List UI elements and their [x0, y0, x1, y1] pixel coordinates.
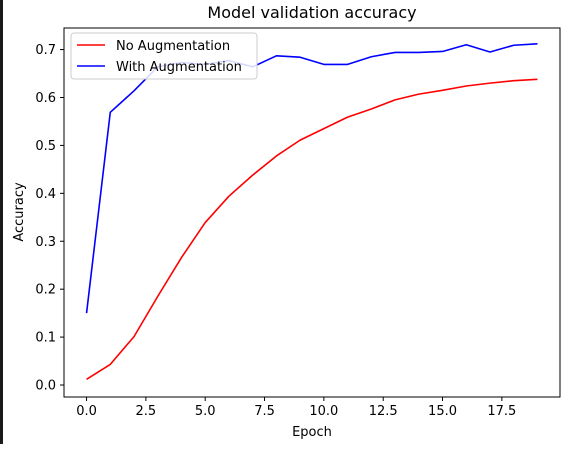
legend-box	[70, 32, 258, 80]
x-axis-label: Epoch	[292, 425, 332, 440]
y-tick-label: 0.2	[35, 283, 56, 298]
x-tick-label: 0.0	[76, 404, 97, 419]
y-tick-label: 0.4	[35, 187, 56, 202]
x-tick-label: 15.0	[428, 404, 457, 419]
series-line-1	[85, 43, 538, 314]
y-axis: 0.0 0.1 0.2 0.3 0.4 0.5 0.6 0.7	[35, 43, 64, 394]
x-tick-label: 12.5	[369, 404, 398, 419]
x-axis: 0.0 2.5 5.0 7.5 10.0 12.5 15.0 17.5	[76, 397, 516, 419]
y-tick-label: 0.6	[35, 91, 56, 106]
y-tick-label: 0.7	[35, 43, 56, 58]
y-tick-label: 0.3	[35, 235, 56, 250]
y-tick-label: 0.1	[35, 331, 56, 346]
window-edge	[0, 0, 3, 444]
y-axis-label: Accuracy	[12, 182, 27, 242]
series-line-0	[86, 78, 538, 380]
axes-frame	[63, 27, 561, 398]
legend-label-1: With Augmentation	[116, 60, 242, 75]
x-tick-label: 2.5	[136, 404, 157, 419]
x-tick-label: 17.5	[487, 404, 516, 419]
x-tick-label: 10.0	[309, 404, 338, 419]
legend: No Augmentation With Augmentation	[70, 32, 258, 80]
legend-label-0: No Augmentation	[116, 39, 230, 54]
plot-area	[63, 27, 561, 398]
x-tick-label: 5.0	[195, 404, 216, 419]
x-tick-label: 7.5	[254, 404, 275, 419]
y-tick-label: 0.5	[35, 139, 56, 154]
y-tick-label: 0.0	[35, 379, 56, 394]
chart-title: Model validation accuracy	[207, 3, 416, 22]
